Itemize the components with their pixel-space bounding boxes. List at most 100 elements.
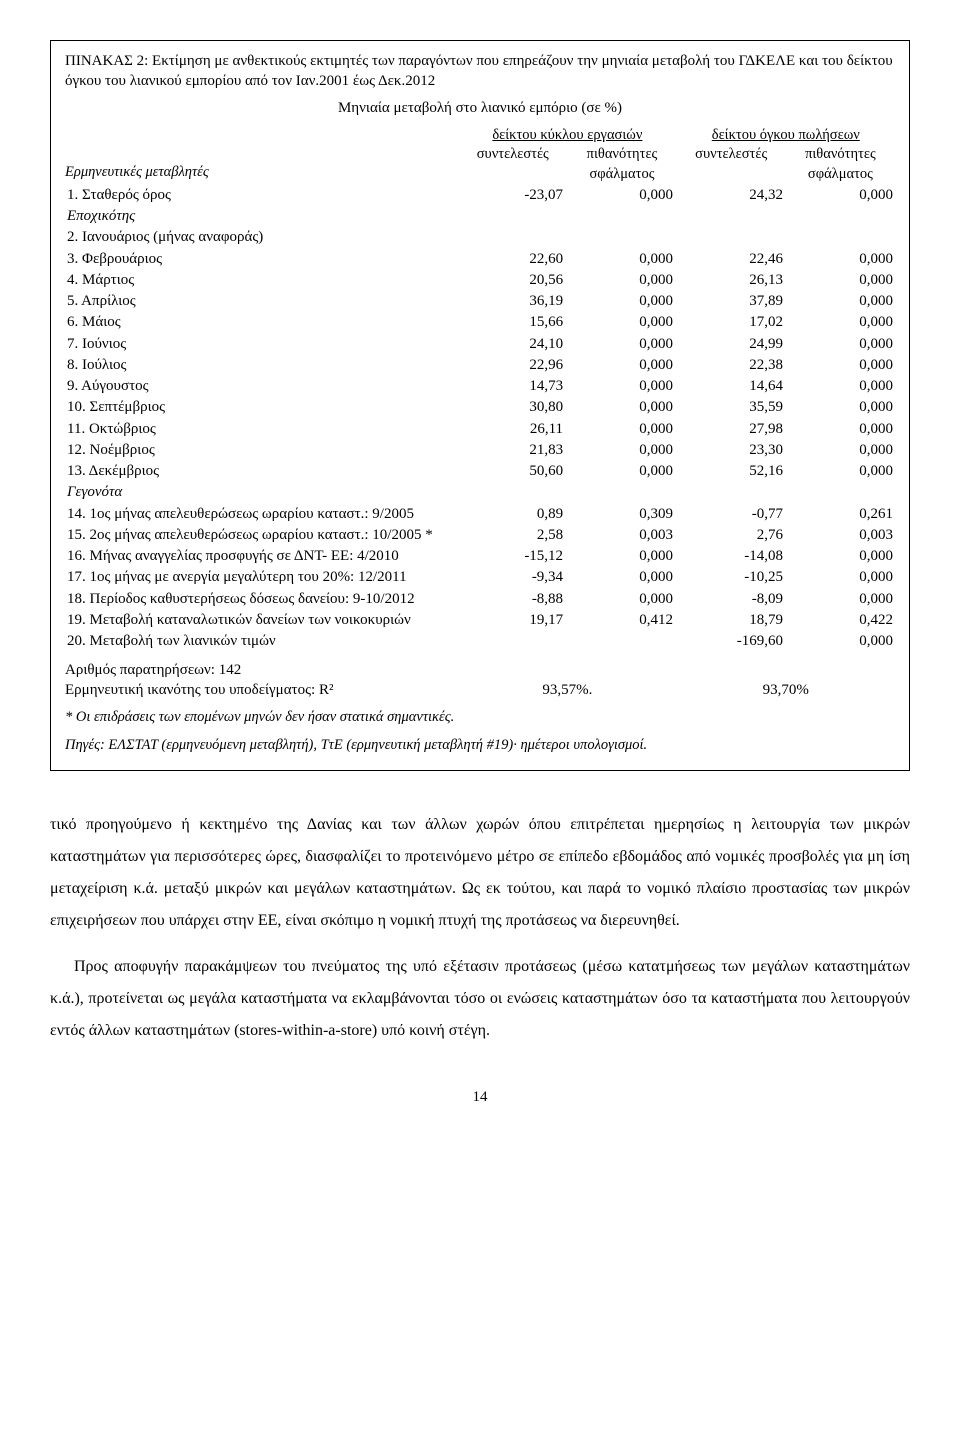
header-group-1: δείκτου κύκλου εργασιών συντελεστές πιθα… (458, 126, 676, 185)
cell-v1: 15,66 (455, 312, 565, 333)
group1-title: δείκτου κύκλου εργασιών (458, 126, 676, 146)
table-row: 6. Μάιος15,660,00017,020,000 (65, 312, 895, 333)
cell-p1: 0,000 (565, 588, 675, 609)
cell-p1: 0,000 (565, 269, 675, 290)
group1-prob-label: πιθανότητες σφάλματος (567, 145, 676, 184)
r2-value-1: 93,57%. (458, 680, 676, 700)
group2-title: δείκτου όγκου πωλήσεων (677, 126, 895, 146)
table-footer: Αριθμός παρατηρήσεων: 142 Ερμηνευτική ικ… (65, 660, 895, 756)
row-label: 17. 1ος μήνας με ανεργία μεγαλύτερη του … (65, 567, 455, 588)
row-label: 13. Δεκέμβριος (65, 461, 455, 482)
row-label: 18. Περίοδος καθυστερήσεως δόσεως δανείο… (65, 588, 455, 609)
cell-v1: 2,58 (455, 524, 565, 545)
cell-v2: 17,02 (675, 312, 785, 333)
cell-p1: 0,000 (565, 248, 675, 269)
cell-v1: 14,73 (455, 376, 565, 397)
cell-p2: 0,000 (785, 461, 895, 482)
table-row: 5. Απρίλιος36,190,00037,890,000 (65, 291, 895, 312)
cell-v2: -0,77 (675, 503, 785, 524)
table-row: 20. Μεταβολή των λιανικών τιμών-169,600,… (65, 631, 895, 652)
cell-v2 (675, 227, 785, 248)
table-row: 15. 2ος μήνας απελευθερώσεως ωραρίου κατ… (65, 524, 895, 545)
cell-p2: 0,000 (785, 333, 895, 354)
table-row: 1. Σταθερός όρος-23,070,00024,320,000 (65, 184, 895, 205)
cell-v2: 18,79 (675, 609, 785, 630)
header-group-2: δείκτου όγκου πωλήσεων συντελεστές πιθαν… (677, 126, 895, 185)
cell-v1: -15,12 (455, 546, 565, 567)
table-row: 12. Νοέμβριος21,830,00023,300,000 (65, 439, 895, 460)
table-row: 19. Μεταβολή καταναλωτικών δανείων των ν… (65, 609, 895, 630)
cell-p1: 0,000 (565, 546, 675, 567)
cell-v1: 19,17 (455, 609, 565, 630)
row-label: 7. Ιούνιος (65, 333, 455, 354)
cell-v2: 22,38 (675, 354, 785, 375)
page-number: 14 (50, 1087, 910, 1107)
header-left-label: Ερμηνευτικές μεταβλητές (65, 126, 458, 185)
cell-p1: 0,000 (565, 333, 675, 354)
table-row: Γεγονότα (65, 482, 895, 503)
cell-v1: 22,96 (455, 354, 565, 375)
cell-p1: 0,000 (565, 354, 675, 375)
cell-p2: 0,000 (785, 312, 895, 333)
cell-p2: 0,000 (785, 354, 895, 375)
cell-p2: 0,000 (785, 418, 895, 439)
row-label: 4. Μάρτιος (65, 269, 455, 290)
cell-v2: 22,46 (675, 248, 785, 269)
cell-p1: 0,309 (565, 503, 675, 524)
cell-p1: 0,000 (565, 376, 675, 397)
paragraph-1: τικό προηγούμενο ή κεκτημένο της Δανίας … (50, 809, 910, 937)
cell-p2: 0,000 (785, 567, 895, 588)
cell-v1: 50,60 (455, 461, 565, 482)
table-row: 10. Σεπτέμβριος30,800,00035,590,000 (65, 397, 895, 418)
row-label: 10. Σεπτέμβριος (65, 397, 455, 418)
cell-v1: 21,83 (455, 439, 565, 460)
cell-v1: -23,07 (455, 184, 565, 205)
cell-v1: 24,10 (455, 333, 565, 354)
paragraph-2: Προς αποφυγήν παρακάμψεων του πνεύματος … (50, 951, 910, 1047)
table-row: 14. 1ος μήνας απελευθερώσεως ωραρίου κατ… (65, 503, 895, 524)
table-row: 16. Μήνας αναγγελίας προσφυγής σε ΔΝΤ- Ε… (65, 546, 895, 567)
cell-p2: 0,000 (785, 631, 895, 652)
cell-p2: 0,000 (785, 269, 895, 290)
footnote-2: Πηγές: ΕΛΣΤΑΤ (ερμηνευόμενη μεταβλητή), … (65, 736, 895, 756)
cell-p1: 0,000 (565, 461, 675, 482)
cell-v1: 26,11 (455, 418, 565, 439)
table-row: 4. Μάρτιος20,560,00026,130,000 (65, 269, 895, 290)
cell-v1: -9,34 (455, 567, 565, 588)
cell-v2: 52,16 (675, 461, 785, 482)
cell-p2: 0,000 (785, 291, 895, 312)
row-label: 9. Αύγουστος (65, 376, 455, 397)
row-label: 5. Απρίλιος (65, 291, 455, 312)
estimation-table-box: ΠΙΝΑΚΑΣ 2: Εκτίμηση με ανθεκτικούς εκτιμ… (50, 40, 910, 771)
footnote-1: * Οι επιδράσεις των επομένων μηνών δεν ή… (65, 708, 895, 728)
cell-p1: 0,000 (565, 418, 675, 439)
row-label: 3. Φεβρουάριος (65, 248, 455, 269)
cell-v1: 22,60 (455, 248, 565, 269)
group2-coef-label: συντελεστές (677, 145, 786, 184)
cell-p1: 0,412 (565, 609, 675, 630)
cell-p1: 0,003 (565, 524, 675, 545)
observations-line: Αριθμός παρατηρήσεων: 142 (65, 660, 895, 680)
group1-coef-label: συντελεστές (458, 145, 567, 184)
table-header-row: Ερμηνευτικές μεταβλητές δείκτου κύκλου ε… (65, 126, 895, 185)
cell-v1 (455, 227, 565, 248)
cell-p2 (785, 227, 895, 248)
group2-prob-label: πιθανότητες σφάλματος (786, 145, 895, 184)
cell-v2: 26,13 (675, 269, 785, 290)
table-subtitle: Μηνιαία μεταβολή στο λιανικό εμπόριο (σε… (65, 98, 895, 118)
table-row: Εποχικότης (65, 206, 895, 227)
cell-p1: 0,000 (565, 397, 675, 418)
cell-p2: 0,422 (785, 609, 895, 630)
cell-v2: 2,76 (675, 524, 785, 545)
row-label: 6. Μάιος (65, 312, 455, 333)
section-label: Εποχικότης (65, 206, 895, 227)
cell-v2: 14,64 (675, 376, 785, 397)
table-row: 13. Δεκέμβριος50,600,00052,160,000 (65, 461, 895, 482)
section-label: Γεγονότα (65, 482, 895, 503)
cell-v2: -169,60 (675, 631, 785, 652)
cell-p1: 0,000 (565, 184, 675, 205)
r2-label: Ερμηνευτική ικανότης του υποδείγματος: R… (65, 680, 458, 700)
cell-p2: 0,003 (785, 524, 895, 545)
table-row: 2. Ιανουάριος (μήνας αναφοράς) (65, 227, 895, 248)
row-label: 8. Ιούλιος (65, 354, 455, 375)
